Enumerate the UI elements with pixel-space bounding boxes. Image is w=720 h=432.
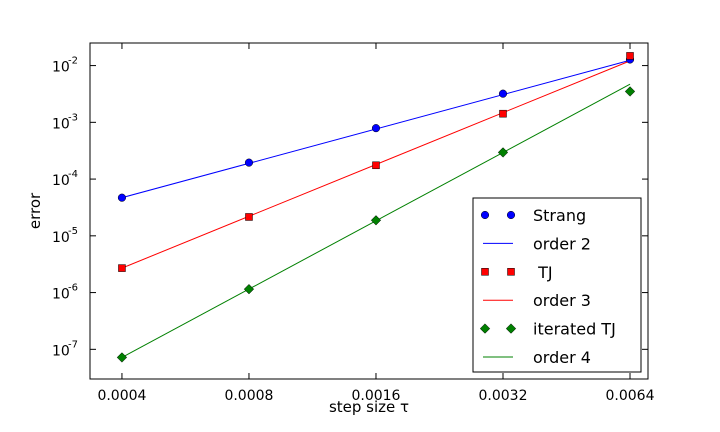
x-tick-label: 0.0032 bbox=[478, 388, 527, 404]
data-point-s0-0 bbox=[117, 193, 126, 202]
y-tick-label-base: 10 bbox=[52, 116, 70, 132]
legend-marker-0-b bbox=[506, 210, 516, 220]
data-point-s0-1 bbox=[244, 158, 254, 167]
legend-label-1: order 2 bbox=[533, 234, 591, 253]
legend-label-0: Strang bbox=[533, 206, 586, 225]
legend: Strang order 2 TJ order 3 iterated TJ order … bbox=[472, 197, 642, 373]
legend-marker-2-b bbox=[507, 268, 515, 276]
data-point-s2-1 bbox=[245, 213, 253, 221]
y-tick-label-exponent: -4 bbox=[68, 169, 78, 180]
data-point-s2-2 bbox=[372, 161, 380, 170]
data-point-s2-3 bbox=[499, 109, 507, 118]
data-point-s4-1 bbox=[243, 283, 255, 295]
axis-ticks: 0.0004 0.0008 0.0016 0.0032 0.006410-710-610… bbox=[52, 43, 655, 404]
y-tick-label-exponent: -2 bbox=[68, 56, 78, 67]
axes-frame bbox=[89, 42, 649, 380]
y-tick-label-exponent: -6 bbox=[68, 283, 78, 294]
data-point-s2-4 bbox=[626, 52, 634, 60]
legend-marker-4-b bbox=[505, 323, 517, 334]
data-point-s4-2 bbox=[370, 215, 382, 226]
legend-label-5: order 4 bbox=[533, 348, 591, 367]
y-tick-label-base: 10 bbox=[52, 230, 70, 246]
legend-marker-2-a bbox=[481, 268, 489, 276]
data-point-s4-0 bbox=[116, 352, 128, 363]
legend-label-3: order 3 bbox=[533, 291, 591, 310]
legend-box bbox=[472, 197, 642, 373]
y-tick-label-exponent: -5 bbox=[68, 226, 78, 237]
legend-marker-0-a bbox=[480, 210, 490, 220]
y-tick-label-exponent: -7 bbox=[68, 339, 78, 350]
plot-area bbox=[116, 52, 636, 363]
data-point-s4-4 bbox=[624, 86, 636, 97]
y-axis-label: error bbox=[26, 192, 44, 229]
x-tick-label: 0.0016 bbox=[351, 388, 400, 404]
x-axis-label: step size τ bbox=[329, 398, 409, 416]
legend-label-4: iterated TJ bbox=[533, 320, 616, 339]
data-point-s0-3 bbox=[498, 89, 508, 98]
y-tick-label-base: 10 bbox=[52, 343, 70, 359]
y-tick-label-exponent: -3 bbox=[68, 112, 78, 123]
y-tick-label-base: 10 bbox=[52, 60, 70, 76]
x-tick-label: 0.0008 bbox=[224, 388, 273, 404]
data-point-s2-0 bbox=[118, 264, 126, 272]
data-point-s4-3 bbox=[497, 147, 509, 158]
legend-label-2: TJ bbox=[533, 263, 553, 282]
y-tick-label-base: 10 bbox=[52, 287, 70, 303]
x-tick-label: 0.0064 bbox=[606, 388, 655, 404]
x-tick-label: 0.0004 bbox=[97, 388, 146, 404]
legend-marker-4-a bbox=[479, 323, 491, 334]
data-point-s0-2 bbox=[371, 124, 381, 133]
y-tick-label-base: 10 bbox=[52, 173, 70, 189]
